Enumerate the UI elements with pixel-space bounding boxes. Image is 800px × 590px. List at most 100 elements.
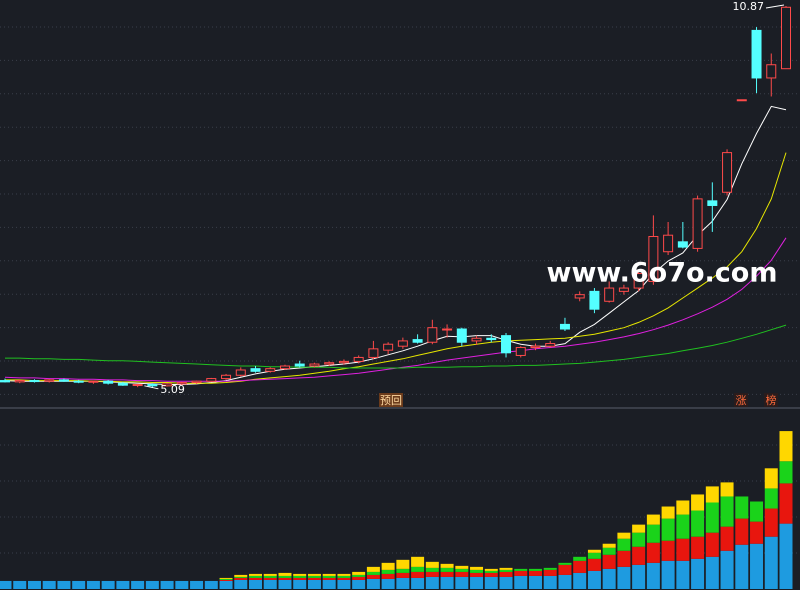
volume-segment xyxy=(499,571,513,577)
volume-segment xyxy=(219,577,233,579)
volume-segment xyxy=(322,575,336,578)
volume-segment xyxy=(411,577,425,589)
candle-body xyxy=(442,328,453,331)
volume-segment xyxy=(602,568,616,589)
volume-segment xyxy=(720,550,734,589)
volume-segment xyxy=(617,538,631,551)
volume-segment xyxy=(617,550,631,567)
volume-segment xyxy=(204,580,218,589)
volume-segment xyxy=(543,575,557,589)
candle-body xyxy=(545,343,556,347)
volume-segment xyxy=(750,501,764,522)
candle-body xyxy=(191,380,202,384)
volume-segment xyxy=(587,552,601,559)
volume-segment xyxy=(779,523,793,589)
volume-segment xyxy=(411,556,425,567)
volume-segment xyxy=(676,538,690,561)
candle-body xyxy=(559,323,570,330)
volume-segment xyxy=(602,543,616,548)
volume-segment xyxy=(455,565,469,569)
volume-segment xyxy=(779,461,793,484)
tag-box xyxy=(734,393,748,407)
candle-body xyxy=(132,384,143,387)
volume-segment xyxy=(528,575,542,589)
volume-segment xyxy=(470,566,484,570)
candle-body xyxy=(781,6,791,70)
volume-segment xyxy=(396,572,410,578)
volume-segment xyxy=(750,521,764,544)
volume-segment xyxy=(573,572,587,589)
volume-segment xyxy=(691,558,705,589)
candle-body xyxy=(530,345,541,349)
candle-body xyxy=(235,369,246,376)
candle-body xyxy=(221,374,232,380)
candle-body xyxy=(338,360,349,364)
volume-segment xyxy=(219,580,233,589)
volume-segment xyxy=(720,482,734,497)
moving-average-line xyxy=(5,152,787,384)
volume-segment xyxy=(484,568,498,571)
volume-segment xyxy=(558,564,572,575)
volume-segment xyxy=(440,576,454,589)
volume-segment xyxy=(499,569,513,572)
volume-segment xyxy=(116,580,130,589)
volume-segment xyxy=(396,559,410,569)
volume-segment xyxy=(764,508,778,537)
volume-segment xyxy=(322,577,336,580)
volume-segment xyxy=(455,571,469,577)
volume-segment xyxy=(440,563,454,568)
volume-segment xyxy=(42,580,56,589)
volume-segment xyxy=(234,574,248,577)
volume-segment xyxy=(558,562,572,565)
volume-segment xyxy=(131,580,145,589)
candle-body xyxy=(58,379,69,382)
candle-body xyxy=(648,236,659,282)
volume-segment xyxy=(646,562,660,589)
volume-segment xyxy=(514,568,528,571)
volume-segment xyxy=(573,556,587,561)
candle-body xyxy=(677,241,688,248)
volume-segment xyxy=(735,518,749,545)
volume-segment xyxy=(72,580,86,589)
volume-segment xyxy=(396,577,410,589)
volume-segment xyxy=(573,560,587,573)
volume-segment xyxy=(617,566,631,589)
volume-segment xyxy=(322,573,336,576)
candle-body xyxy=(29,380,40,383)
volume-segment xyxy=(337,573,351,576)
volume-segment xyxy=(145,580,159,589)
volume-segment xyxy=(661,506,675,519)
candle-body xyxy=(309,363,320,367)
volume-segment xyxy=(632,564,646,589)
volume-segment xyxy=(455,568,469,572)
event-tag: 涨 xyxy=(736,394,747,407)
volume-segment xyxy=(691,494,705,511)
candle-body xyxy=(633,273,644,289)
volume-segment xyxy=(543,567,557,570)
volume-segment xyxy=(705,556,719,589)
volume-segment xyxy=(86,580,100,589)
volume-segment xyxy=(440,567,454,572)
candle-body xyxy=(73,380,84,383)
volume-segment xyxy=(484,572,498,577)
volume-segment xyxy=(219,579,233,581)
volume-segment xyxy=(735,496,749,519)
volume-segment xyxy=(160,580,174,589)
volume-segment xyxy=(337,575,351,578)
volume-segment xyxy=(455,576,469,589)
volume-segment xyxy=(602,547,616,555)
high-arrow xyxy=(765,4,785,9)
candle-body xyxy=(176,382,187,385)
volume-segment xyxy=(13,580,27,589)
volume-segment xyxy=(234,579,248,589)
candle-body xyxy=(456,328,467,343)
moving-average-line xyxy=(5,324,787,369)
candle-body xyxy=(324,362,335,365)
volume-segment xyxy=(366,574,380,579)
low-arrow xyxy=(144,385,159,390)
volume-segment xyxy=(352,571,366,575)
volume-segment xyxy=(705,532,719,557)
candle-body xyxy=(383,343,394,351)
volume-segment xyxy=(470,569,484,573)
volume-segment xyxy=(499,567,513,570)
